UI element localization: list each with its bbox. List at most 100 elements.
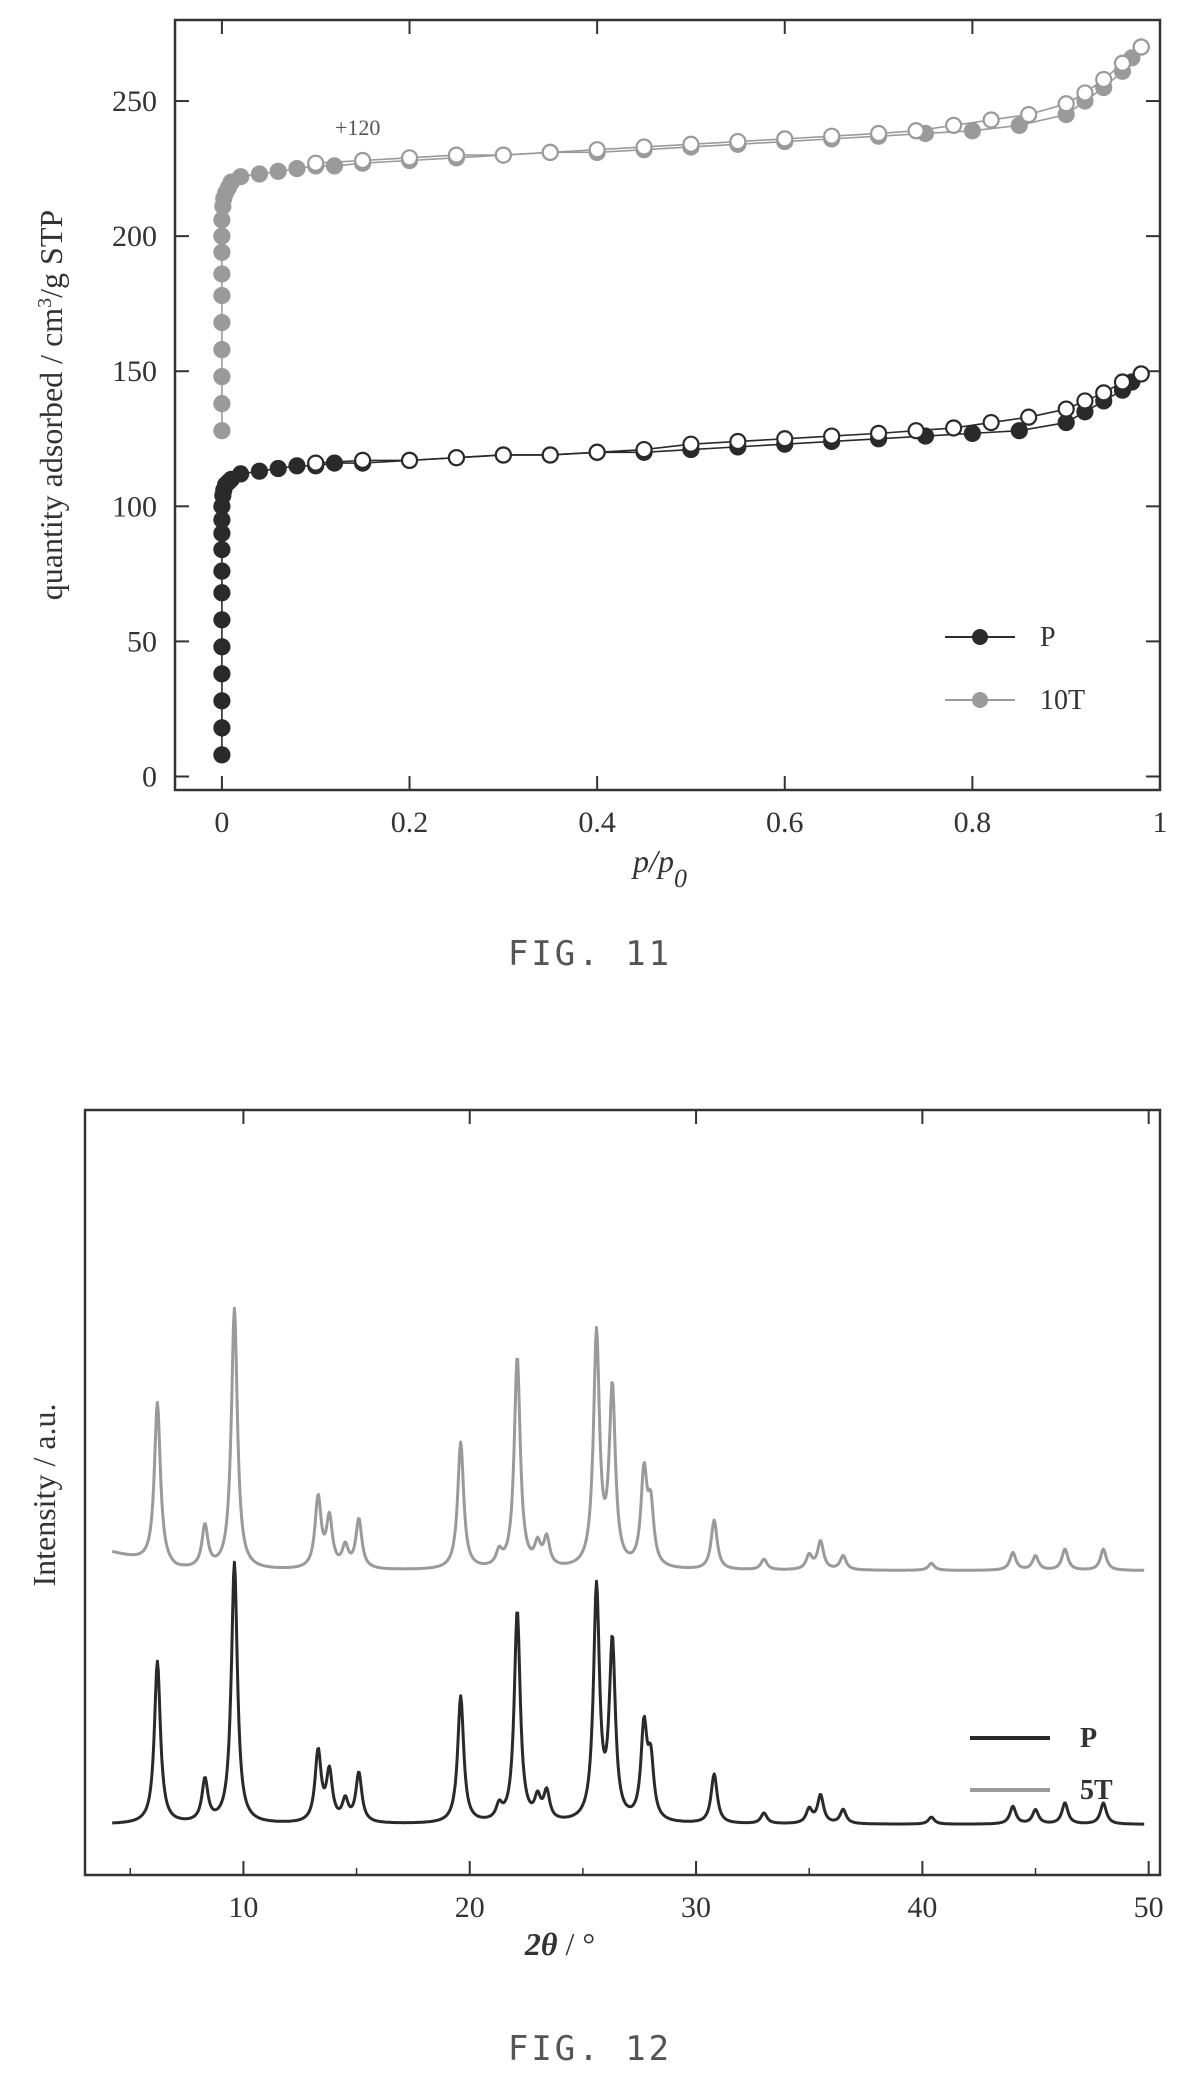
fig12-plot-frame bbox=[83, 1108, 1162, 1877]
fig11-xtick-label: 1 bbox=[1153, 806, 1168, 839]
fig12-ticks: 10 20 30 40 50 bbox=[129, 1110, 1164, 1924]
series-p-desorption-point bbox=[494, 446, 512, 464]
series-10t-desorption-point bbox=[1113, 54, 1132, 72]
legend-label-10t: 10T bbox=[1040, 685, 1085, 716]
series-10t-adsorption-point bbox=[213, 313, 231, 332]
series-10t-desorption-line bbox=[315, 46, 1142, 164]
fig12-legend: P 5T bbox=[970, 1723, 1113, 1806]
series-p-desorption-point bbox=[776, 430, 794, 448]
series-p-desorption-point bbox=[869, 424, 888, 442]
series-p-desorption-point bbox=[1057, 400, 1075, 418]
series-10t-adsorption-line bbox=[221, 46, 1142, 431]
series-10t-adsorption-point bbox=[963, 122, 981, 140]
fig12-ylabel: Intensity / a.u. bbox=[26, 1403, 62, 1586]
fig11-ytick-label: 250 bbox=[112, 85, 157, 118]
series-10t-desorption-point bbox=[682, 135, 700, 153]
fig11-xtick-label: 0.6 bbox=[766, 806, 804, 839]
legend-marker-p bbox=[972, 629, 988, 645]
series-p-desorption-point bbox=[400, 451, 419, 469]
fig12-xtick-label: 30 bbox=[681, 1891, 711, 1924]
series-10t-desorption-point bbox=[823, 127, 841, 145]
legend-entry-10t: 10T bbox=[945, 685, 1085, 716]
series-p-desorption-point bbox=[447, 449, 466, 467]
series-p-adsorption-point bbox=[288, 457, 306, 475]
series-p-desorption-point bbox=[1132, 365, 1150, 383]
series-p-adsorption-point bbox=[213, 562, 231, 580]
series-p-desorption-point bbox=[823, 427, 841, 445]
series-10t-desorption-point bbox=[1057, 95, 1075, 113]
series-p bbox=[213, 365, 1150, 764]
series-10t-desorption-point bbox=[447, 146, 466, 164]
legend-entry-p: P bbox=[945, 622, 1056, 653]
fig11-xtick-label: 0.2 bbox=[391, 806, 429, 839]
series-10t-adsorption-point bbox=[213, 286, 231, 305]
series-10t-adsorption-point bbox=[269, 162, 287, 180]
series-p-desorption-point bbox=[1113, 373, 1132, 391]
fig11-plot-frame bbox=[173, 18, 1162, 792]
series-10t-desorption-point bbox=[635, 138, 653, 156]
series-p-desorption-point bbox=[1095, 384, 1113, 402]
series-p-desorption-point bbox=[682, 435, 700, 453]
series-10t-adsorption-point bbox=[213, 395, 231, 413]
series-p-desorption-point bbox=[588, 443, 606, 461]
series-p-adsorption-point bbox=[963, 424, 981, 442]
series-10t-desorption-point bbox=[494, 146, 512, 164]
legend-entry-5t: 5T bbox=[970, 1775, 1113, 1806]
series-p-adsorption-point bbox=[269, 459, 287, 478]
series-p-adsorption-point bbox=[250, 462, 269, 480]
fig12-chart: 10 20 30 40 50 Intensity / a.u. 2θ / ° P 5T … bbox=[26, 1108, 1164, 2069]
series-p-desorption-point bbox=[635, 440, 653, 459]
series-10t-adsorption-point bbox=[250, 165, 269, 183]
series-p-adsorption-line bbox=[221, 373, 1142, 755]
fig11-xtick-label: 0.8 bbox=[954, 806, 992, 839]
legend-label-p-xrd: P bbox=[1080, 1723, 1097, 1754]
fig12-xtick-label: 10 bbox=[228, 1891, 258, 1924]
series-p-desorption-point bbox=[729, 432, 747, 451]
legend-label-p: P bbox=[1040, 622, 1056, 653]
series-10t-desorption-point bbox=[945, 116, 963, 134]
series-p-desorption-point bbox=[982, 413, 1000, 432]
series-p-adsorption-point bbox=[213, 611, 231, 629]
fig11-ytick-label: 100 bbox=[112, 490, 157, 523]
series-10t-desorption-point bbox=[1076, 84, 1094, 102]
fig11-ytick-label: 200 bbox=[112, 220, 157, 253]
series-10t-desorption-point bbox=[982, 111, 1000, 129]
fig11-ytick-label: 0 bbox=[142, 760, 157, 793]
series-p-adsorption-point bbox=[213, 719, 231, 737]
series-p-adsorption-point bbox=[232, 465, 250, 483]
series-p-adsorption-point bbox=[213, 665, 231, 683]
series-p-adsorption-point bbox=[213, 692, 231, 710]
fig11-chart: 0 0.2 0.4 0.6 0.8 1 0 50 100 150 200 250 quantity a… bbox=[33, 18, 1168, 974]
fig11-xtick-label: 0.4 bbox=[578, 806, 616, 839]
fig11-ylabel: quantity adsorbed / cm3/g STP bbox=[33, 210, 69, 600]
series-10t-adsorption-point bbox=[213, 243, 231, 261]
series-10t bbox=[213, 38, 1150, 440]
series-10t-desorption-point bbox=[400, 149, 419, 167]
series-10t-desorption-point bbox=[729, 132, 747, 151]
series-p-adsorption-point bbox=[213, 638, 231, 656]
series-p-adsorption-point bbox=[213, 584, 231, 602]
series-p-desorption-point bbox=[541, 446, 559, 464]
series-p-desorption-point bbox=[307, 454, 325, 472]
series-10t-adsorption-point bbox=[1010, 116, 1028, 134]
series-10t-desorption-point bbox=[1020, 105, 1038, 124]
fig12-xtick-label: 40 bbox=[907, 1891, 937, 1924]
series-10t-adsorption-point bbox=[213, 265, 231, 283]
series-p-desorption-point bbox=[1020, 408, 1038, 426]
legend-marker-10t bbox=[972, 692, 988, 708]
series-10t-adsorption-point bbox=[213, 368, 231, 386]
fig11-ticks: 0 0.2 0.4 0.6 0.8 1 0 50 100 150 200 250 bbox=[112, 20, 1168, 839]
fig11-caption: FIG. 11 bbox=[508, 934, 672, 974]
fig12-caption: FIG. 12 bbox=[508, 2029, 672, 2069]
series-10t-adsorption-point bbox=[213, 341, 231, 359]
fig12-xtick-label: 20 bbox=[455, 1891, 485, 1924]
fig11-legend: P 10T bbox=[945, 622, 1085, 716]
series-10t-desorption-point bbox=[588, 141, 606, 159]
series-10t-desorption-point bbox=[907, 122, 925, 140]
fig11-ytick-label: 50 bbox=[127, 625, 157, 658]
series-p-adsorption-point bbox=[213, 746, 231, 764]
series-10t-adsorption-point bbox=[232, 168, 250, 186]
series-p-pattern bbox=[111, 1560, 1145, 1826]
series-p-adsorption-point bbox=[213, 540, 231, 559]
series-p-desorption-point bbox=[354, 451, 372, 469]
